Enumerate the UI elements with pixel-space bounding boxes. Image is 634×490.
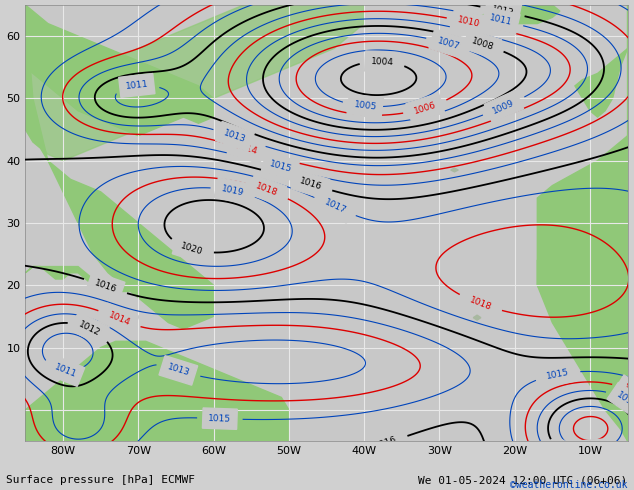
Text: 1010: 1010 bbox=[457, 16, 481, 29]
Polygon shape bbox=[477, 5, 560, 24]
Text: 1004: 1004 bbox=[370, 57, 394, 67]
Text: 1014: 1014 bbox=[621, 383, 634, 402]
Text: 1015: 1015 bbox=[268, 159, 292, 174]
Text: 1019: 1019 bbox=[221, 184, 245, 197]
Polygon shape bbox=[25, 267, 108, 292]
Text: 1017: 1017 bbox=[323, 198, 347, 216]
Text: 1006: 1006 bbox=[413, 100, 437, 116]
Polygon shape bbox=[474, 315, 481, 320]
Text: 1011: 1011 bbox=[53, 362, 77, 379]
Text: 1014: 1014 bbox=[234, 142, 259, 157]
Text: 1015: 1015 bbox=[208, 414, 231, 423]
Text: 1008: 1008 bbox=[470, 36, 495, 52]
Text: 1016: 1016 bbox=[93, 278, 118, 294]
Text: 1016: 1016 bbox=[373, 435, 398, 451]
Polygon shape bbox=[575, 5, 628, 117]
Text: 1018: 1018 bbox=[468, 295, 493, 312]
Text: ©weatheronline.co.uk: ©weatheronline.co.uk bbox=[510, 480, 628, 490]
Text: 1016: 1016 bbox=[298, 176, 323, 192]
Text: 1013: 1013 bbox=[223, 128, 247, 145]
Polygon shape bbox=[108, 285, 176, 310]
Text: 1011: 1011 bbox=[125, 80, 149, 91]
Text: 1012: 1012 bbox=[490, 4, 515, 18]
Polygon shape bbox=[25, 5, 214, 136]
Text: We 01-05-2024 12:00 UTC (06+06): We 01-05-2024 12:00 UTC (06+06) bbox=[418, 475, 628, 485]
Text: 1012: 1012 bbox=[77, 319, 101, 338]
Text: 1018: 1018 bbox=[255, 182, 280, 198]
Text: 1014: 1014 bbox=[107, 311, 132, 328]
Text: 1005: 1005 bbox=[353, 100, 377, 112]
Text: 1011: 1011 bbox=[489, 14, 514, 27]
Text: 1011: 1011 bbox=[574, 445, 598, 456]
Text: 1009: 1009 bbox=[491, 98, 516, 115]
Polygon shape bbox=[25, 5, 214, 329]
Polygon shape bbox=[537, 5, 628, 441]
Text: 1012: 1012 bbox=[555, 444, 579, 463]
Polygon shape bbox=[537, 5, 628, 441]
Text: 1013: 1013 bbox=[166, 363, 191, 378]
Text: 1015: 1015 bbox=[546, 368, 570, 381]
Polygon shape bbox=[451, 168, 458, 172]
Polygon shape bbox=[25, 5, 364, 161]
Text: 1013: 1013 bbox=[615, 390, 634, 411]
Text: Surface pressure [hPa] ECMWF: Surface pressure [hPa] ECMWF bbox=[6, 475, 195, 485]
Text: 1007: 1007 bbox=[436, 36, 460, 51]
Polygon shape bbox=[25, 342, 289, 441]
Text: 1020: 1020 bbox=[179, 242, 204, 257]
